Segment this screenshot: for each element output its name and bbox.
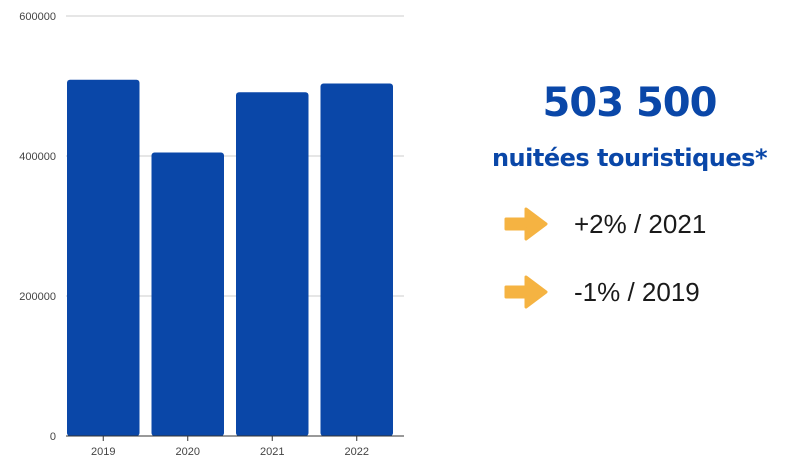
bar-2020 [151, 152, 224, 436]
stat-text: -1% / 2019 [574, 276, 700, 307]
headline-label: nuitées touristiques* [491, 144, 768, 172]
headline-value: 503 500 [542, 80, 718, 126]
x-tick-label: 2020 [176, 446, 200, 457]
x-tick-label: 2022 [345, 446, 369, 457]
y-tick-label: 0 [50, 431, 56, 443]
stat-text: +2% / 2021 [574, 208, 707, 239]
arrow-right-icon [504, 207, 548, 241]
bar-2022 [320, 83, 393, 437]
y-axis-ticks: 0 200000 400000 600000 [19, 11, 56, 443]
bars [67, 79, 393, 437]
x-tick-label: 2019 [91, 446, 115, 457]
bar-2019 [67, 79, 140, 436]
y-tick-label: 200000 [19, 291, 56, 303]
arrow-right-icon [504, 275, 548, 309]
y-tick-label: 600000 [19, 11, 56, 23]
bar-2021 [236, 92, 309, 437]
bar-chart: 0 200000 400000 600000 2019 2020 2021 2022 [19, 11, 404, 457]
stat-vs-2019: -1% / 2019 [504, 272, 700, 312]
x-axis-ticks: 2019 2020 2021 2022 [91, 436, 369, 457]
x-tick-label: 2021 [260, 446, 284, 457]
stat-vs-2021: +2% / 2021 [504, 204, 706, 244]
y-tick-label: 400000 [19, 151, 56, 163]
